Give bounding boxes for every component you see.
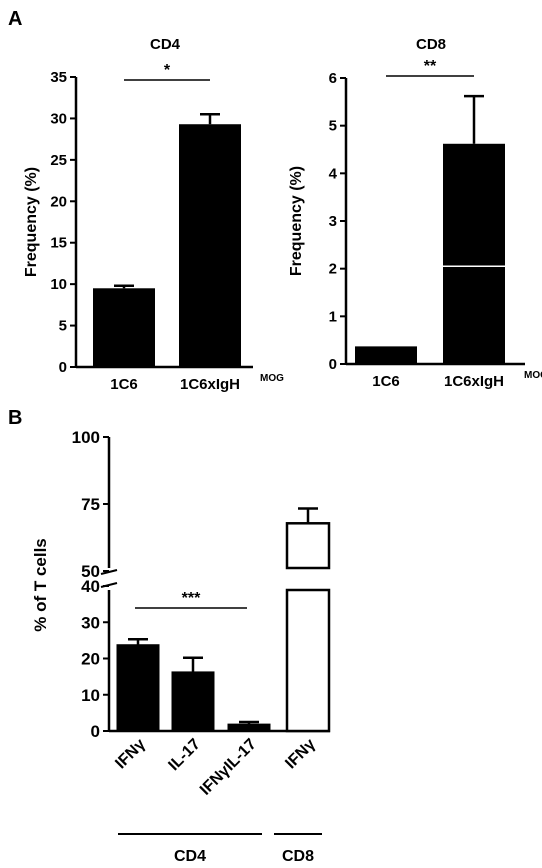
bar [171,671,215,732]
y-tick-label: 25 [50,152,67,169]
y-tick-label: 2 [329,261,337,278]
x-tick-label: 1C6xIgH [444,373,504,390]
x-tick-label: IL-17 [165,736,203,774]
y-tick-label: 15 [50,235,67,252]
bar [443,143,505,364]
y-tick-label: 30 [81,613,100,632]
y-tick-label: 20 [50,193,67,210]
y-tick-label: 0 [91,722,100,741]
y-tick-label: 20 [81,650,100,669]
y-tick-label: 75 [81,495,100,514]
significance-marker: *** [182,590,201,607]
significance-marker: * [164,62,171,79]
significance-marker: ** [424,58,437,75]
y-tick-label: 5 [59,318,67,335]
x-tick-label: 1C6 [372,373,400,390]
y-tick-label: 0 [329,356,337,373]
chart-title: CD4 [150,36,181,53]
y-axis-label: Frequency (%) [23,167,40,277]
x-tick-label: 1C6 [110,376,138,393]
chart-cd8-frequency: CD8 0 1 2 3 4 5 6 Frequency (%) 1C6 1C6xIgH MOG ** [288,36,542,390]
y-tick-label: 1 [329,308,337,325]
bar [285,522,331,570]
x-tick-superscript: MOG [260,373,284,384]
bar [227,723,271,732]
bar [355,347,417,364]
chart-cd4-frequency: CD4 0 5 10 15 20 25 30 35 Frequency (%) 1C6 1C6xIgH… [23,36,284,393]
x-tick-label: IFNγIL-17 [197,736,260,799]
y-tick-label: 4 [329,165,338,182]
y-tick-label: 30 [50,110,67,127]
y-tick-label: 0 [59,359,67,376]
group-label: CD8 [282,848,314,865]
y-axis-label: Frequency (%) [288,166,305,276]
y-tick-label: 40 [81,577,100,596]
y-tick-label: 5 [329,118,337,135]
x-tick-label: 1C6xIgH [180,376,240,393]
bar [116,644,160,732]
y-axis-label: % of T cells [31,538,50,632]
panel-label-b: B [8,407,22,429]
panel-label-a: A [8,8,22,30]
bar [93,288,155,367]
x-tick-label: IFNγ [282,736,319,773]
y-tick-label: 10 [50,276,67,293]
y-tick-label: 10 [81,686,100,705]
y-tick-label: 50 [81,562,100,581]
y-tick-label: 35 [50,69,67,86]
group-label: CD4 [174,848,206,865]
x-tick-label: IFNγ [112,736,149,773]
y-tick-label: 6 [329,70,337,87]
chart-title: CD8 [416,36,446,53]
y-tick-label: 3 [329,213,337,230]
bar [285,588,331,733]
y-tick-label: 100 [72,428,100,447]
x-tick-superscript: MOG [524,370,542,381]
bar [179,124,241,367]
